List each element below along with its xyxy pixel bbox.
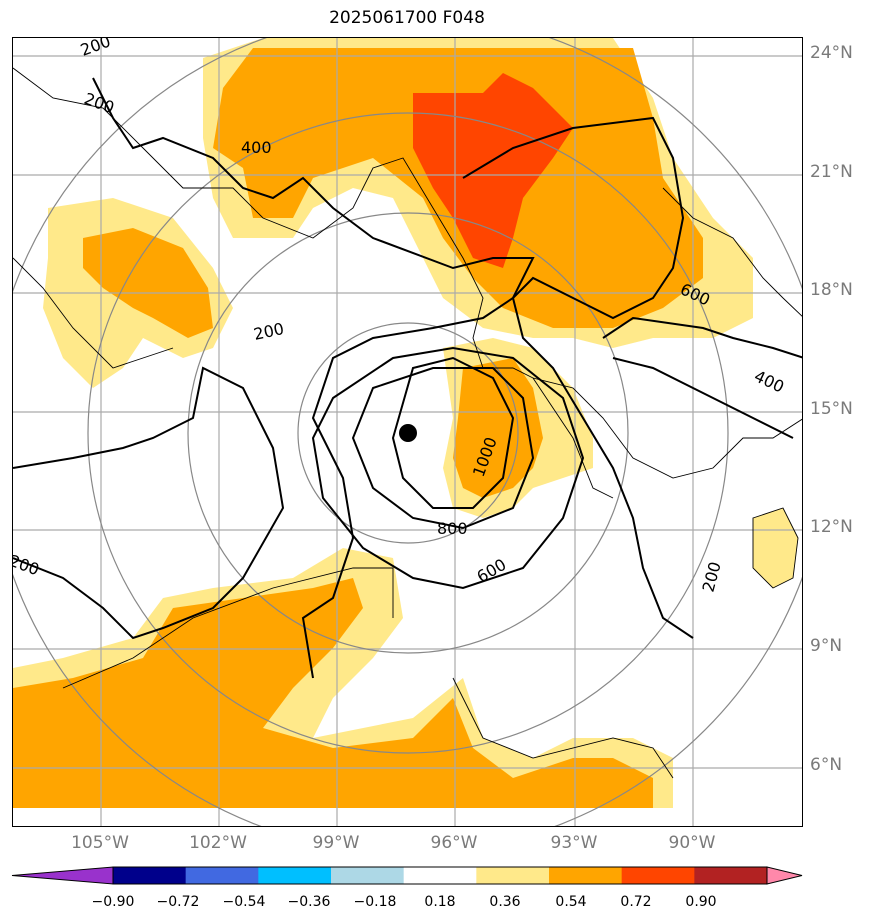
shading-layer (13, 38, 798, 808)
shade-red-north (413, 73, 573, 268)
contour-label: 400 (751, 366, 787, 396)
contour-label: 200 (13, 551, 42, 579)
colorbar-segment (621, 867, 695, 884)
contour-label: 800 (437, 519, 468, 538)
shade-orange-southwest (13, 578, 653, 808)
colorbar-segment (549, 867, 623, 884)
contour-400 (92, 77, 535, 679)
graticule (13, 38, 802, 826)
lon-label: 99°W (312, 833, 360, 853)
colorbar-tick: −0.90 (91, 894, 135, 910)
colorbar-segment (113, 867, 187, 884)
colorbar (11, 866, 803, 885)
lon-label: 102°W (189, 833, 247, 853)
colorbar-tick: −0.36 (287, 894, 331, 910)
colorbar-segment (694, 867, 768, 884)
colorbar-extend-min (11, 866, 114, 885)
map-svg: 200 200 400 200 200 1000 800 600 600 400… (13, 38, 802, 826)
coastlines (13, 67, 802, 779)
map-panel: 200 200 400 200 200 1000 800 600 600 400… (12, 37, 803, 827)
colorbar-tick: 0.54 (555, 894, 587, 910)
lat-label: 21°N (810, 162, 853, 182)
contour-label: 400 (241, 138, 272, 157)
colorbar-segment (185, 867, 259, 884)
contour-label: 200 (252, 319, 286, 344)
colorbar-tick: 0.90 (685, 894, 717, 910)
lat-label: 18°N (810, 280, 853, 300)
colorbar-segment (258, 867, 332, 884)
lon-label: 96°W (430, 833, 478, 853)
contour-label: 200 (699, 560, 725, 594)
lat-label: 15°N (810, 399, 853, 419)
contour-600-outer (311, 346, 585, 590)
shade-orange-center (453, 358, 543, 498)
colorbar-tick: −0.72 (156, 894, 200, 910)
colorbar-segment (476, 867, 550, 884)
shade-yellow-east (753, 508, 798, 588)
colorbar-tick: 0.18 (424, 894, 456, 910)
colorbar-tick: −0.18 (353, 894, 397, 910)
colorbar-tick: 0.36 (489, 894, 521, 910)
shade-orange-west (83, 228, 213, 338)
colorbar-tick: 0.72 (620, 894, 652, 910)
contour-800 (351, 367, 535, 530)
colorbar-segment (331, 867, 405, 884)
range-rings (13, 38, 802, 826)
contours (13, 77, 802, 679)
map-title: 2025061700 F048 (329, 8, 485, 28)
storm-center-marker (399, 424, 417, 442)
lat-label: 24°N (810, 43, 853, 63)
colorbar-tick: −0.54 (222, 894, 266, 910)
lon-label: 90°W (668, 833, 716, 853)
lon-label: 93°W (550, 833, 598, 853)
lon-label: 105°W (71, 833, 129, 853)
lat-label: 9°N (810, 636, 843, 656)
contour-label: 200 (82, 89, 117, 117)
lat-label: 6°N (810, 755, 843, 775)
colorbar-segment (403, 867, 477, 884)
colorbar-extend-max (766, 866, 803, 885)
lat-label: 12°N (810, 517, 853, 537)
